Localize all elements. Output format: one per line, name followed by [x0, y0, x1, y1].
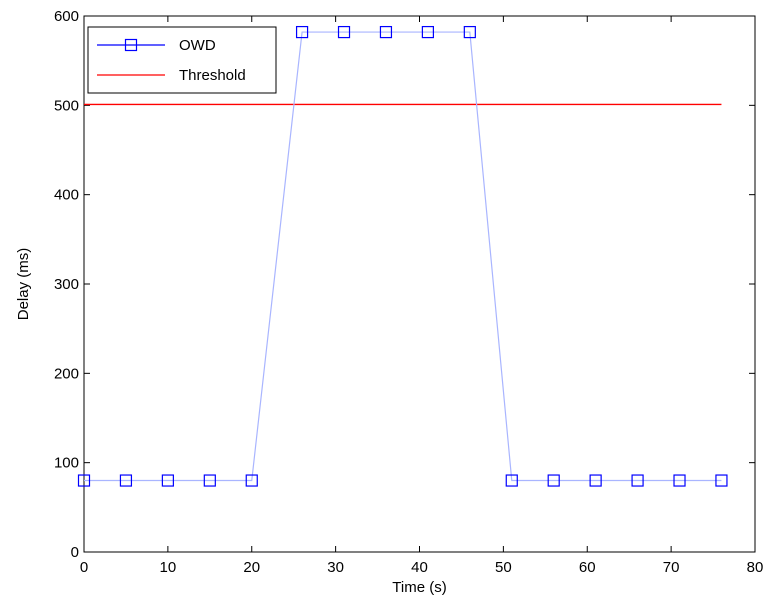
legend: OWD Threshold	[87, 26, 277, 94]
owd-point	[463, 25, 476, 39]
owd-point	[631, 474, 644, 487]
owd-point	[715, 474, 728, 487]
y-tick-label: 0	[71, 544, 79, 561]
x-tick-label: 10	[160, 559, 177, 576]
x-axis-label: Time (s)	[392, 579, 446, 596]
y-tick-label: 600	[54, 8, 79, 25]
x-tick-label: 0	[80, 559, 88, 576]
x-tick-label: 80	[747, 559, 764, 576]
y-tick-label: 200	[54, 365, 79, 382]
x-tick-label: 40	[411, 559, 428, 576]
plot-frame	[83, 15, 756, 553]
owd-point	[337, 25, 351, 39]
owd-point	[77, 474, 91, 487]
y-axis: 0 100 200 300 400 500 600	[54, 8, 755, 561]
x-axis: 0 10 20 30 40 50 60 70 80	[80, 16, 764, 576]
y-tick-label: 100	[54, 455, 79, 472]
legend-owd-label: OWD	[179, 37, 216, 54]
legend-box	[87, 26, 277, 94]
y-tick-label: 500	[54, 97, 79, 114]
x-tick-label: 50	[495, 559, 512, 576]
y-tick-label: 300	[54, 276, 79, 293]
owd-point	[673, 474, 686, 487]
plot-area	[83, 15, 756, 553]
legend-owd-marker	[124, 38, 138, 52]
owd-point	[161, 474, 174, 487]
owd-point	[295, 25, 309, 39]
y-axis-label: Delay (ms)	[15, 248, 32, 321]
owd-point	[505, 474, 518, 487]
owd-point	[379, 25, 393, 39]
owd-point	[245, 474, 258, 487]
series-layer	[77, 25, 728, 487]
legend-threshold-label: Threshold	[179, 67, 246, 84]
x-tick-label: 60	[579, 559, 596, 576]
y-tick-label: 400	[54, 187, 79, 204]
x-tick-label: 20	[243, 559, 260, 576]
owd-line	[84, 31, 722, 482]
x-tick-label: 70	[663, 559, 680, 576]
owd-point	[547, 474, 560, 487]
owd-point	[589, 474, 602, 487]
owd-point	[203, 474, 216, 487]
owd-point	[119, 474, 133, 487]
owd-point	[421, 25, 434, 39]
x-tick-label: 30	[327, 559, 344, 576]
